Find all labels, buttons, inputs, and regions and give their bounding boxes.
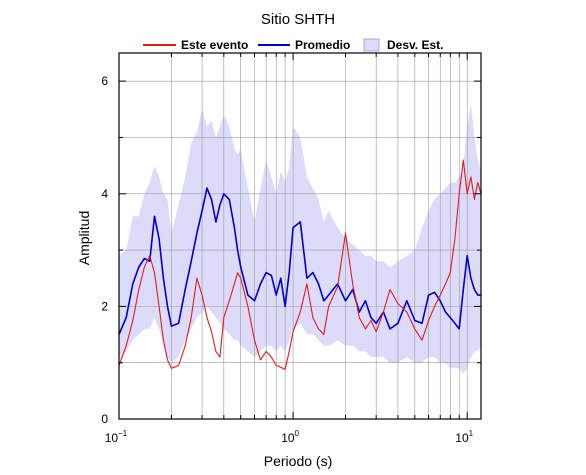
chart-title: Sitio SHTH bbox=[261, 11, 335, 28]
series-layer bbox=[118, 159, 482, 370]
y-tick-labels: 0 2 4 6 bbox=[101, 74, 108, 426]
x-axis-label: Periodo (s) bbox=[264, 453, 332, 469]
x-tick-label: 101 bbox=[455, 429, 473, 445]
plot-area bbox=[118, 52, 482, 420]
y-tick-label: 2 bbox=[101, 299, 108, 313]
x-tick-labels: 10−1 100 101 bbox=[105, 429, 474, 445]
series-line-este-evento bbox=[118, 159, 482, 370]
legend-label: Desv. Est. bbox=[387, 38, 443, 52]
series-line-promedio bbox=[118, 187, 481, 335]
legend-label: Este evento bbox=[181, 38, 248, 52]
x-tick-label: 10−1 bbox=[105, 429, 128, 445]
y-tick-label: 6 bbox=[101, 74, 108, 88]
y-tick-label: 0 bbox=[101, 412, 108, 426]
legend-label: Promedio bbox=[295, 38, 350, 52]
legend-swatch-band bbox=[363, 38, 380, 52]
legend: Este evento Promedio Desv. Est. bbox=[143, 38, 443, 52]
x-tick-label: 100 bbox=[281, 429, 299, 445]
tick-layer bbox=[118, 53, 481, 420]
plot-frame bbox=[118, 52, 482, 420]
y-tick-label: 4 bbox=[101, 187, 108, 201]
y-axis-label: Amplitud bbox=[76, 211, 92, 265]
